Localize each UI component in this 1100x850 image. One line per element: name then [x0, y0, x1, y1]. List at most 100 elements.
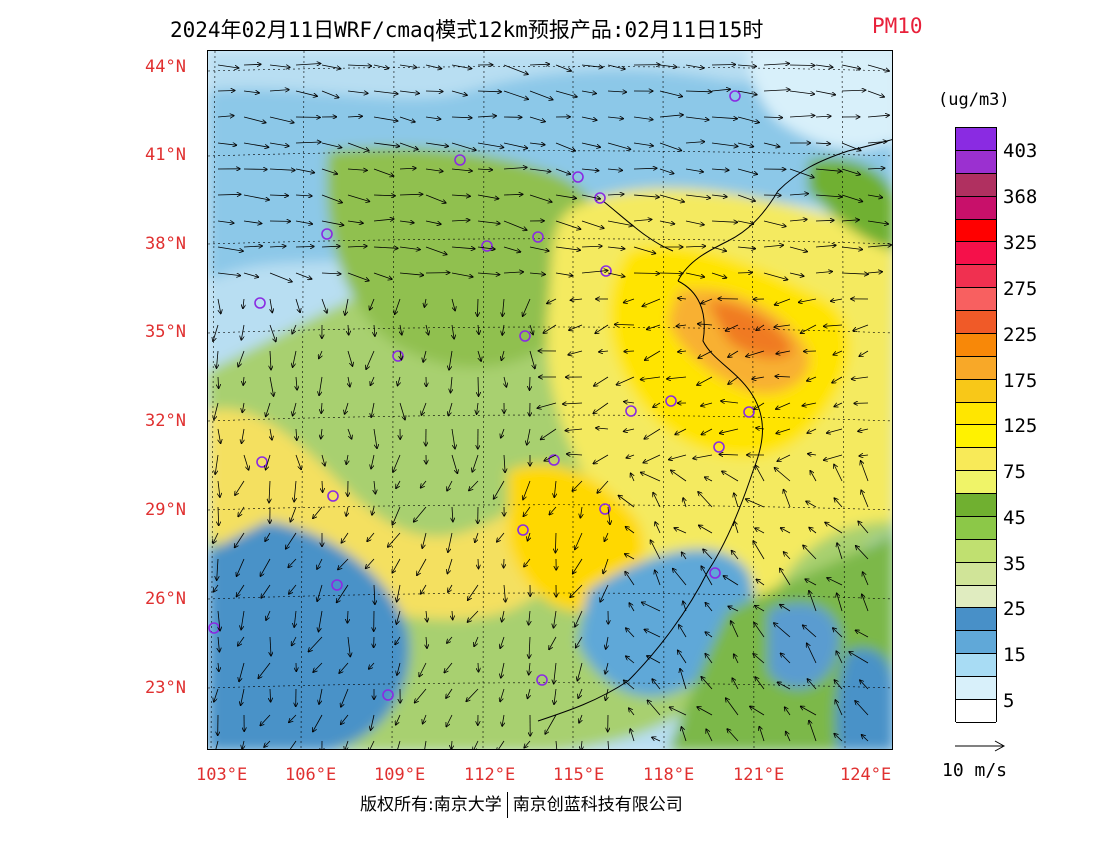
wind-arrow: [214, 688, 219, 702]
wind-arrow: [218, 610, 220, 631]
wind-arrow: [837, 543, 843, 560]
wind-arrow: [633, 116, 653, 120]
wind-arrow: [641, 472, 661, 482]
wind-arrow: [633, 219, 652, 221]
wind-arrow: [424, 298, 426, 307]
pm10-map: [207, 50, 893, 750]
wind-arrow: [529, 90, 553, 100]
wind-arrow: [399, 65, 417, 68]
concentration-field: [208, 51, 892, 749]
wind-arrow: [269, 65, 290, 67]
wind-arrow: [867, 245, 891, 247]
colorbar-label: 325: [1003, 232, 1038, 254]
wind-arrow: [269, 195, 288, 196]
wind-arrow: [659, 220, 674, 224]
wind-arrow: [468, 610, 479, 622]
wind-arrow: [633, 142, 653, 146]
wind-arrow: [685, 116, 709, 120]
wind-arrow: [711, 65, 735, 66]
wind-arrow: [549, 506, 557, 515]
wind-arrow: [523, 506, 531, 516]
copyright-divider: [506, 792, 508, 818]
wind-arrow: [474, 636, 479, 646]
wind-arrow: [756, 324, 765, 330]
wind-arrow: [243, 454, 249, 470]
wind-arrow: [529, 168, 551, 172]
wind-arrow: [809, 721, 817, 742]
wind-arrow: [841, 220, 859, 221]
wind-arrow: [728, 376, 739, 384]
wind-arrow: [478, 376, 479, 396]
colorbar: [955, 127, 997, 723]
wind-arrow: [720, 428, 739, 433]
wind-arrow: [346, 506, 348, 516]
wind-arrow: [647, 656, 661, 664]
wind-arrow: [238, 350, 245, 367]
wind-arrow: [388, 532, 401, 547]
wind-arrow: [322, 480, 323, 492]
wind-arrow: [593, 402, 609, 413]
wind-arrow: [603, 558, 609, 573]
wind-arrow: [295, 90, 317, 96]
wind-arrow: [345, 298, 349, 315]
wind-arrow: [444, 662, 453, 673]
wind-arrow: [555, 272, 573, 276]
wind-arrow: [501, 350, 504, 360]
wind-arrow: [728, 350, 739, 357]
wind-arrow: [734, 654, 739, 664]
map-canvas: [208, 51, 892, 749]
wind-arrow: [711, 142, 738, 146]
wind-arrow: [451, 428, 455, 449]
wind-arrow: [581, 740, 582, 749]
wind-arrow: [599, 351, 609, 352]
wind-arrow: [528, 688, 531, 698]
wind-arrow: [269, 246, 286, 247]
wind-arrow: [373, 64, 389, 68]
wind-arrow: [213, 584, 219, 592]
wind-arrow: [711, 246, 726, 251]
wind-arrow: [554, 688, 556, 704]
wind-arrow: [270, 428, 272, 440]
lon-label: 103°E: [196, 765, 248, 785]
wind-arrow: [624, 351, 635, 352]
wind-arrow: [396, 714, 401, 725]
wind-arrow: [652, 737, 661, 742]
wind-arrow: [570, 584, 583, 597]
wind-arrow: [425, 91, 443, 92]
wind-arrow: [243, 91, 259, 93]
wind-arrow: [217, 143, 236, 145]
wind-arrow: [451, 117, 472, 118]
colorbar-label: 45: [1003, 507, 1026, 529]
wind-arrow: [293, 350, 297, 367]
wind-arrow: [373, 142, 399, 146]
wind-arrow: [807, 679, 817, 690]
wind-arrow: [685, 91, 712, 92]
wind-arrow: [856, 546, 869, 560]
wind-arrow: [270, 688, 271, 702]
wind-arrow: [258, 662, 271, 678]
wind-arrow: [630, 729, 635, 742]
wind-arrow: [370, 298, 375, 310]
wind-arrow: [867, 195, 882, 198]
wind-arrow: [478, 662, 479, 672]
wind-arrow: [295, 220, 312, 224]
legend-unit: (ug/m3): [938, 90, 1010, 110]
wind-arrow: [295, 298, 300, 312]
wind-arrow: [835, 700, 843, 716]
wind-arrow: [501, 428, 505, 438]
wind-arrow: [784, 552, 791, 560]
wind-arrow: [659, 115, 683, 117]
wind-arrow: [529, 64, 549, 65]
wind-arrow: [653, 493, 661, 508]
wind-arrow: [215, 454, 219, 474]
wind-arrow: [608, 506, 610, 524]
wind-arrow: [605, 662, 608, 674]
wind-arrow: [827, 428, 843, 433]
wind-arrow: [597, 480, 609, 493]
wind-arrow: [527, 428, 531, 445]
wind-arrow: [705, 603, 713, 612]
lat-label: 29°N: [145, 500, 186, 520]
wind-arrow: [523, 480, 531, 500]
wind-arrow: [497, 740, 505, 749]
wind-arrow: [313, 506, 323, 518]
